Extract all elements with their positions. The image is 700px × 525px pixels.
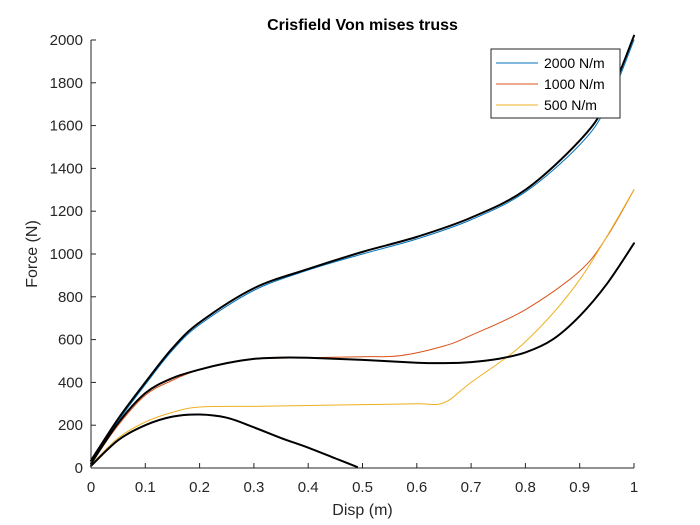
y-tick-label: 1400 — [50, 160, 83, 177]
x-tick-label: 0.9 — [569, 479, 590, 496]
legend: 2000 N/m 1000 N/m 500 N/m — [490, 48, 621, 119]
series-line-1000-n-m — [90, 189, 635, 465]
legend-label: 1000 N/m — [544, 76, 605, 92]
axes-layer: 0 0.1 0.2 0.3 0.4 0.5 0.6 0.7 0.8 0.9 1 0 200 400 600 8… — [50, 32, 639, 496]
x-tick-label: 0.2 — [189, 479, 210, 496]
y-tick-label: 600 — [58, 332, 83, 349]
x-tick-label: 0.1 — [135, 479, 156, 496]
reference-curve-4 — [90, 242, 635, 465]
legend-label: 500 N/m — [544, 97, 597, 113]
x-axis-label: Disp (m) — [332, 502, 392, 519]
y-axis-label: Force (N) — [24, 220, 41, 288]
x-tick-label: 0.6 — [406, 479, 427, 496]
y-tick-label: 1200 — [50, 203, 83, 220]
x-tick-label: 0.8 — [515, 479, 536, 496]
x-tick-label: 0.7 — [461, 479, 482, 496]
y-tick-label: 200 — [58, 417, 83, 434]
reference-curve-3 — [90, 34, 635, 462]
x-tick-label: 0.3 — [243, 479, 264, 496]
reference-curve-5 — [90, 413, 359, 468]
x-tick-label: 0 — [87, 479, 95, 496]
chart-title: Crisfield Von mises truss — [267, 17, 458, 34]
x-tick-label: 0.5 — [352, 479, 373, 496]
y-tick-label: 2000 — [50, 32, 83, 49]
y-tick-label: 400 — [58, 374, 83, 391]
y-tick-label: 800 — [58, 289, 83, 306]
legend-label: 2000 N/m — [544, 55, 605, 71]
y-tick-label: 0 — [75, 460, 83, 477]
y-tick-label: 1800 — [50, 75, 83, 92]
series-line-500-n-m — [90, 189, 635, 466]
x-tick-label: 0.4 — [298, 479, 319, 496]
y-tick-label: 1600 — [50, 118, 83, 135]
series-layer — [90, 34, 635, 468]
x-tick-label: 1 — [630, 479, 638, 496]
series-line-2000-n-m — [90, 39, 635, 463]
y-tick-label: 1000 — [50, 246, 83, 263]
